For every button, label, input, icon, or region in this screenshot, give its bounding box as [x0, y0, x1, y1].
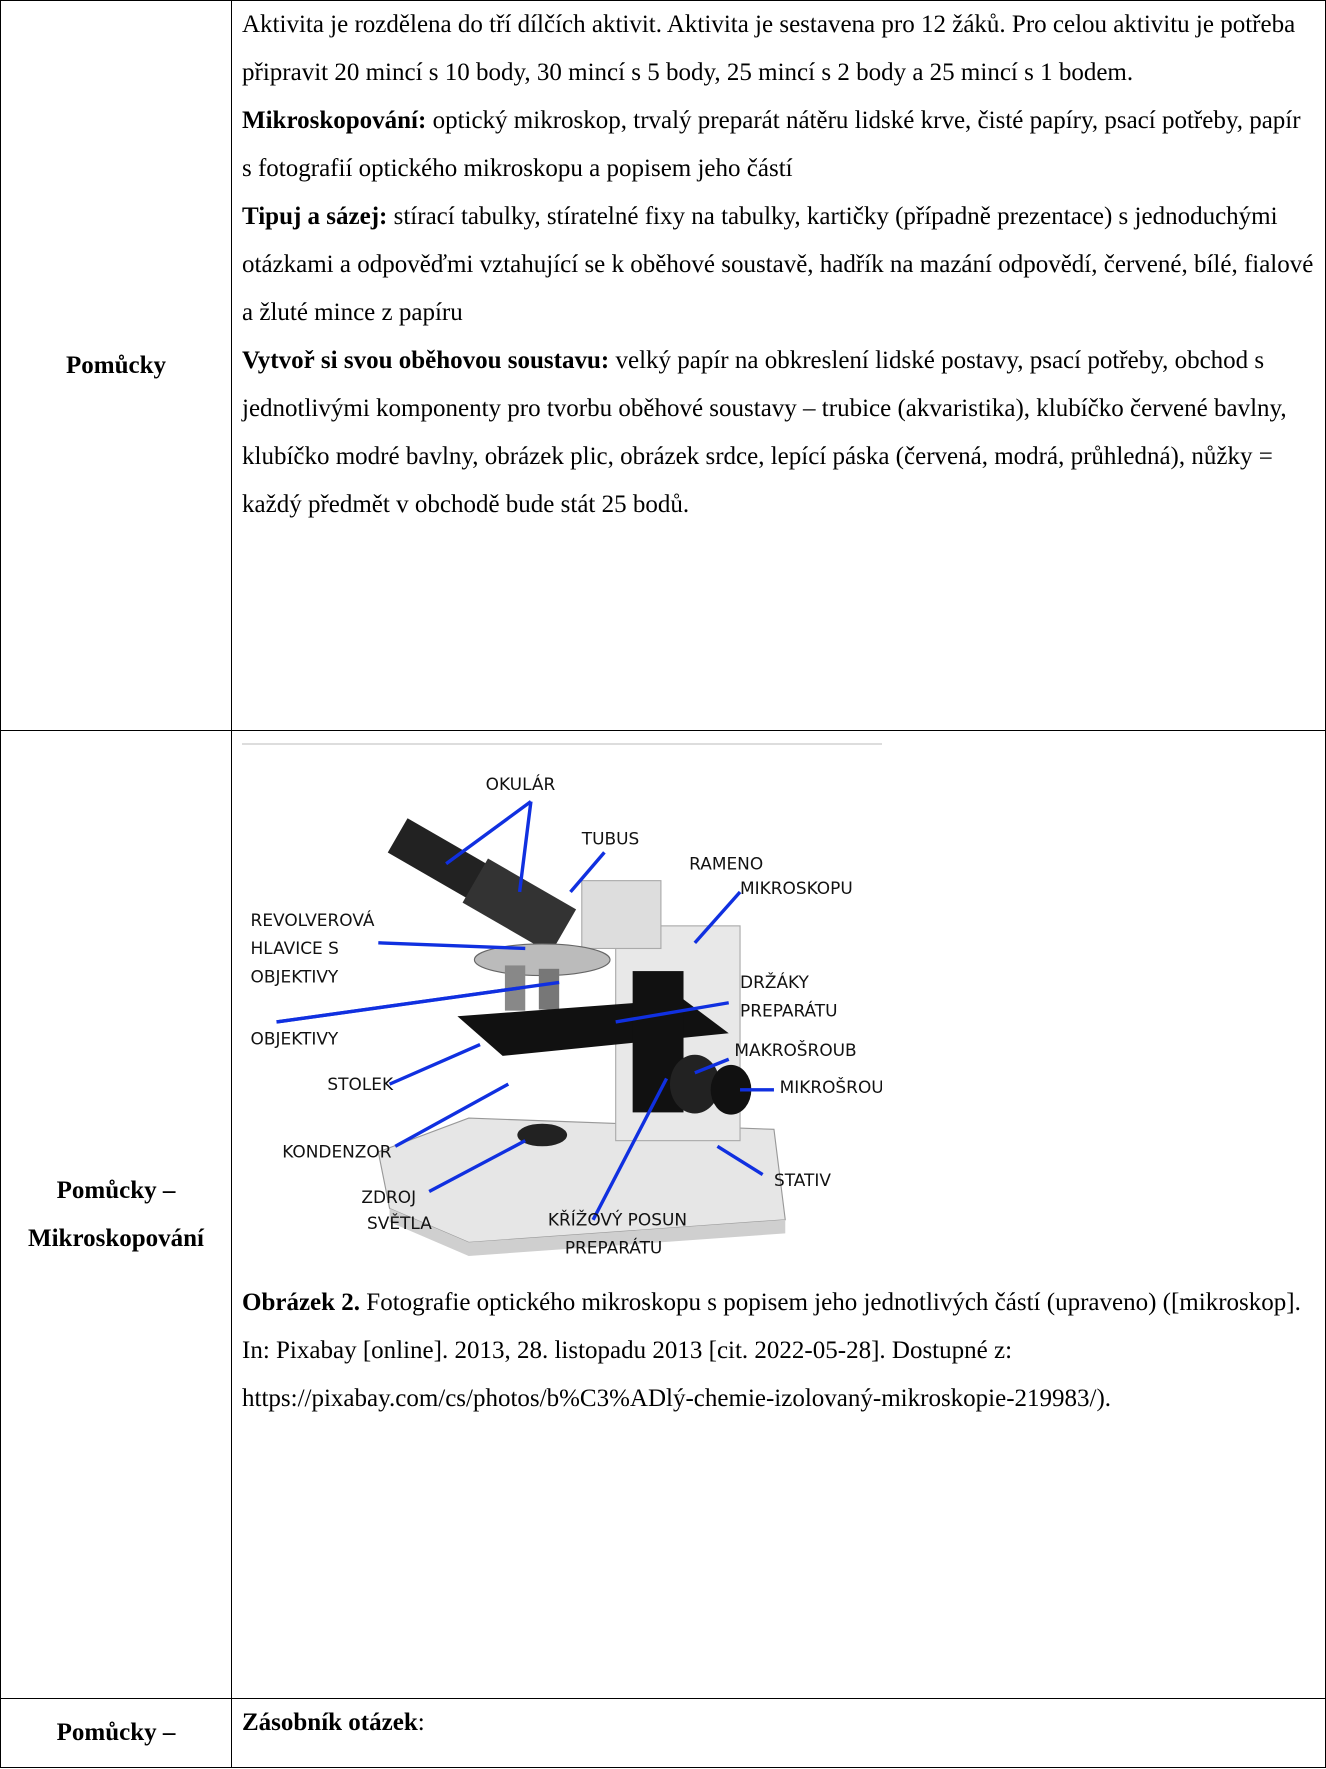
- image-label: KONDENZOR: [282, 1142, 392, 1162]
- image-label: SVĚTLA: [367, 1212, 432, 1233]
- section-text: stírací tabulky, stíratelné fixy na tabu…: [242, 203, 1314, 326]
- row-label: Pomůcky – Mikroskopování: [0, 730, 232, 1699]
- content-text: :: [417, 1709, 425, 1736]
- image-label: TUBUS: [581, 828, 640, 848]
- image-label: HLAVICE S: [251, 938, 339, 958]
- microscope-figure: OKULÁR TUBUS RAMENO MIKROSKOPU REVOLVEROVÁ HL…: [242, 743, 882, 1258]
- content-title: Zásobník otázek: [242, 1709, 418, 1736]
- section: Tipuj a sázej: stírací tabulky, stíratel…: [242, 193, 1315, 337]
- section-text: optický mikroskop, trvalý preparát nátěr…: [242, 107, 1301, 182]
- image-label: OBJEKTIVY: [251, 1029, 339, 1049]
- pointer-lines: [276, 800, 774, 1221]
- caption: Obrázek 2. Fotografie optického mikrosko…: [242, 1279, 1315, 1423]
- row-content: Aktivita je rozdělena do tří dílčích akt…: [231, 0, 1326, 731]
- section: Vytvoř si svou oběhovou soustavu: velký …: [242, 337, 1315, 529]
- caption-text: Fotografie optického mikroskopu s popise…: [242, 1289, 1301, 1412]
- row-content: OKULÁR TUBUS RAMENO MIKROSKOPU REVOLVEROVÁ HL…: [231, 730, 1326, 1699]
- row: Pomůcky Aktivita je rozdělena do tří díl…: [0, 0, 1326, 731]
- section-text: velký papír na obkreslení lidské postavy…: [242, 347, 1287, 518]
- microscope: [377, 818, 786, 1256]
- image-label: OBJEKTIVY: [251, 966, 339, 986]
- image-label: MAKROŠROUB: [734, 1039, 856, 1060]
- image-label: PREPARÁTU: [565, 1237, 663, 1258]
- row: Pomůcky – Zásobník otázek:: [0, 1698, 1326, 1768]
- image-label: MIKROSKOPU: [740, 878, 853, 898]
- caption-title: Obrázek 2.: [242, 1289, 361, 1316]
- section-title: Tipuj a sázej:: [242, 203, 388, 230]
- image-label: REVOLVEROVÁ: [251, 909, 375, 930]
- row: Pomůcky – Mikroskopování: [0, 730, 1326, 1699]
- section-title: Vytvoř si svou oběhovou soustavu:: [242, 347, 610, 374]
- section: Mikroskopování: optický mikroskop, trval…: [242, 97, 1315, 193]
- image-label: RAMENO: [689, 853, 763, 873]
- row-label: Pomůcky –: [0, 1698, 232, 1768]
- image-label: STOLEK: [327, 1074, 394, 1094]
- image-label: ZDROJ: [361, 1187, 416, 1207]
- row-label: Pomůcky: [0, 0, 232, 731]
- image-label: MIKROŠROUB: [780, 1076, 882, 1097]
- image-label: KŘÍŽOVÝ POSUN: [548, 1208, 687, 1229]
- intro: Aktivita je rozdělena do tří dílčích akt…: [242, 11, 1296, 86]
- image-label: STATIV: [774, 1170, 831, 1190]
- image-label: PREPARÁTU: [740, 999, 838, 1020]
- image-label: DRŽÁKY: [740, 971, 810, 992]
- image-label: OKULÁR: [486, 773, 556, 794]
- row-content: Zásobník otázek:: [231, 1698, 1326, 1768]
- section-title: Mikroskopování:: [242, 107, 427, 134]
